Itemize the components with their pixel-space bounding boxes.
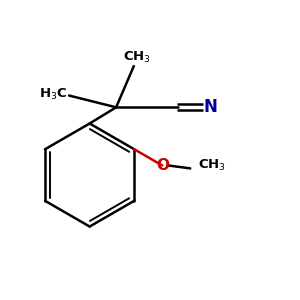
Text: N: N [204,98,218,116]
Text: O: O [157,158,169,173]
Text: CH$_3$: CH$_3$ [123,50,151,64]
Text: H$_3$C: H$_3$C [39,86,68,102]
Text: CH$_3$: CH$_3$ [198,158,226,173]
